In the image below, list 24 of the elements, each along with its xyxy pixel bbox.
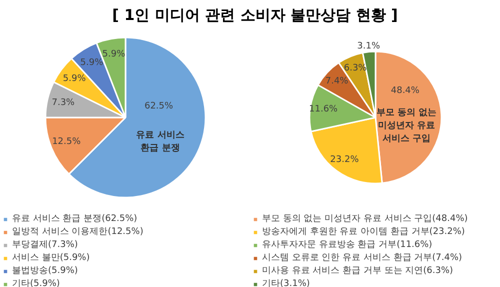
data-label: 12.5% xyxy=(52,136,82,147)
legend-label: 기타(5.9%) xyxy=(12,278,60,287)
data-label: 62.5% xyxy=(144,101,174,112)
legend-label: 일방적 서비스 이용제한(12.5%) xyxy=(12,226,144,238)
data-label: 5.9% xyxy=(80,58,104,68)
text: 부모 동의 없는 미성년자 유료 서비스 구입 xyxy=(376,108,437,144)
legend-label: 유사투자자문 유료방송 환급 거부(11.6%) xyxy=(262,239,432,251)
legend-label: 불법방송(5.9%) xyxy=(12,265,78,277)
legend-label: 방송자에게 후원한 유료 아이템 환급 거부(23.2%) xyxy=(262,226,465,238)
text: [ 1인 미디어 관련 소비자 불만상담 현황 ] xyxy=(112,5,398,26)
legend-label: 시스템 오류로 인한 유료 서비스 환급 거부(7.4%) xyxy=(262,252,462,264)
data-label: 7.3% xyxy=(52,98,76,108)
data-label: 5.9% xyxy=(62,74,86,84)
legend-label: 부모 동의 없는 미성년자 유료 서비스 구입(48.4%) xyxy=(262,213,468,225)
data-label: 7.4% xyxy=(325,76,349,87)
text: 유료 서비스 환급 분쟁 xyxy=(136,130,184,154)
data-label: 3.1% xyxy=(357,42,380,52)
legend-label: 기타(3.1%) xyxy=(262,278,310,287)
legend-label: 유료 서비스 환급 분쟁(62.5%) xyxy=(12,213,138,225)
data-label: 23.2% xyxy=(330,155,360,166)
legend-label: 부당결제(7.3%) xyxy=(12,239,78,251)
legend-label: 미사용 유료 서비스 환급 거부 또는 지연(6.3%) xyxy=(262,265,454,277)
legend-label: 서비스 불만(5.9%) xyxy=(12,252,90,264)
data-label: 48.4% xyxy=(390,86,420,96)
